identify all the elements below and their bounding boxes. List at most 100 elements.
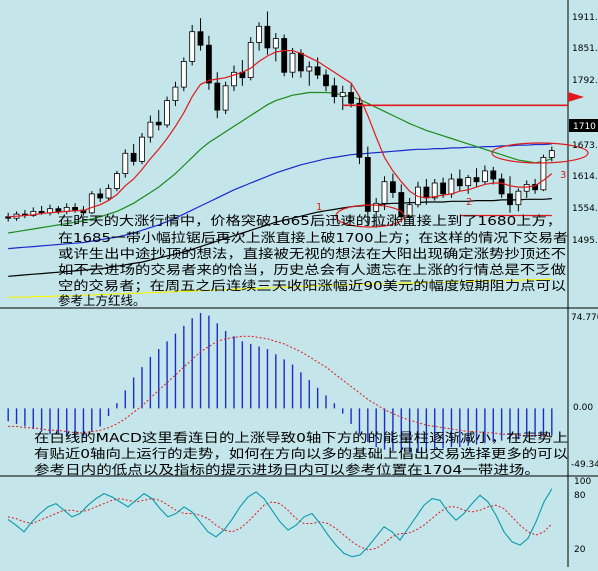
- candle-6: [55, 206, 62, 215]
- resistance-arrow-head: [568, 92, 584, 102]
- candle-body-down: [38, 210, 45, 214]
- candle-65: [548, 146, 555, 162]
- candle-body-up: [548, 150, 555, 158]
- osc-axis-labels: 100 80 20: [574, 477, 591, 555]
- candle-body-down: [398, 192, 405, 218]
- price-tick-1911: 1911.: [572, 13, 598, 23]
- price-note-line-6: 参考上方红线。: [58, 293, 146, 308]
- candle-17: [147, 115, 154, 143]
- candle-body-up: [373, 202, 380, 212]
- ma-mid-line: [8, 91, 552, 234]
- current-price-label: 1710: [573, 122, 596, 132]
- candle-body-up: [306, 66, 313, 72]
- candle-body-up: [289, 52, 296, 73]
- candle-body-down: [389, 181, 396, 193]
- ma-long-path: [8, 198, 552, 277]
- candle-48: [406, 197, 413, 225]
- candle-body-up: [381, 181, 388, 204]
- candle-43: [364, 146, 371, 225]
- candle-body-down: [440, 182, 447, 195]
- candle-52: [440, 177, 447, 198]
- candle-body-down: [205, 44, 212, 84]
- candle-44: [373, 197, 380, 228]
- candle-body-up: [114, 173, 120, 189]
- candle-body-down: [55, 208, 62, 212]
- candle-body-up: [180, 61, 187, 88]
- candle-63: [532, 178, 538, 194]
- candle-12: [105, 184, 112, 201]
- candle-body-up: [172, 86, 179, 101]
- candle-body-down: [264, 25, 271, 49]
- candle-41: [348, 84, 355, 108]
- candle-body-up: [431, 182, 438, 199]
- support-ellipse-1: [335, 204, 405, 228]
- candle-body-down: [130, 152, 137, 162]
- candle-60: [507, 176, 513, 213]
- candle-body-down: [314, 66, 321, 76]
- ma-yellow-path: [8, 278, 552, 298]
- candle-27: [231, 65, 237, 92]
- ma-mid-path: [8, 91, 552, 234]
- candle-body-up: [105, 188, 112, 199]
- price-tick-1495: 1495.: [572, 236, 598, 246]
- candle-body-up: [122, 152, 129, 175]
- macd-note-line-2: 有贴近0轴向上运行的走势，如何在方向以多的基础上倡出交易选择更多的可以: [34, 446, 569, 461]
- candle-body-down: [331, 85, 338, 98]
- candle-14: [122, 149, 129, 178]
- ma-fast-path: [8, 49, 553, 218]
- osc-k-path: [7, 488, 553, 558]
- candle-body-down: [423, 186, 430, 199]
- candle-body-up: [465, 177, 472, 187]
- price-note-line-1: 在昨天的大涨行情中，价格突破1665后迅速的拉涨直接上到了1680上方，: [58, 213, 562, 228]
- candle-body-up: [481, 170, 488, 183]
- candle-58: [490, 166, 497, 185]
- current-price-tag: [569, 119, 598, 132]
- osc-tick-100: 100: [574, 477, 591, 487]
- candle-body-down: [473, 177, 480, 183]
- marker-1: 1: [316, 202, 322, 213]
- candle-body-up: [515, 190, 522, 206]
- candle-34: [289, 47, 296, 78]
- candle-body-down: [490, 170, 497, 180]
- candle-61: [515, 188, 522, 212]
- candle-body-up: [139, 136, 145, 162]
- candle-body-down: [72, 206, 78, 211]
- macd-note-line-1: 在白线的MACD这里看连日的上涨导致0轴下方的的能量柱逐渐减小，在走势上: [34, 430, 568, 445]
- candle-body-up: [523, 183, 530, 192]
- candle-19: [164, 96, 171, 128]
- candle-body-up: [30, 210, 37, 216]
- candle-36: [306, 61, 313, 86]
- candle-32: [272, 33, 279, 62]
- candle-57: [481, 165, 488, 185]
- ma-long-line: [8, 198, 552, 277]
- candle-15: [130, 143, 137, 166]
- oscillator-k-line: [7, 488, 553, 558]
- ma-slow-path: [8, 143, 552, 250]
- candle-body-up: [164, 100, 171, 126]
- price-note-line-3: 或许生出中途抄顶的想法，直接被无视的想法在大阳出现确定涨势抄顶还不: [58, 246, 566, 261]
- candlesticks: [5, 11, 555, 228]
- candle-42: [356, 96, 363, 165]
- candle-33: [281, 34, 288, 77]
- candle-47: [398, 184, 405, 223]
- candle-body-up: [272, 38, 279, 49]
- macd-histogram: [7, 312, 553, 453]
- candle-body-up: [406, 204, 413, 218]
- candle-body-up: [339, 92, 346, 97]
- candle-body-down: [507, 193, 513, 206]
- candle-54: [456, 169, 463, 192]
- candle-body-down: [498, 178, 505, 195]
- candle-38: [323, 69, 329, 92]
- level-lines: [342, 104, 568, 217]
- marker-2: 2: [466, 197, 472, 208]
- candle-25: [214, 72, 221, 119]
- osc-d-path: [7, 498, 553, 551]
- candle-11: [97, 188, 104, 202]
- macd-tick-zero: 0.00: [573, 403, 593, 413]
- candle-body-up: [247, 42, 254, 78]
- macd-axis-labels: 74.770 0.00 -49.34: [571, 313, 598, 470]
- candle-20: [172, 81, 179, 107]
- ma-slow-line: [8, 143, 552, 250]
- candle-26: [222, 81, 229, 115]
